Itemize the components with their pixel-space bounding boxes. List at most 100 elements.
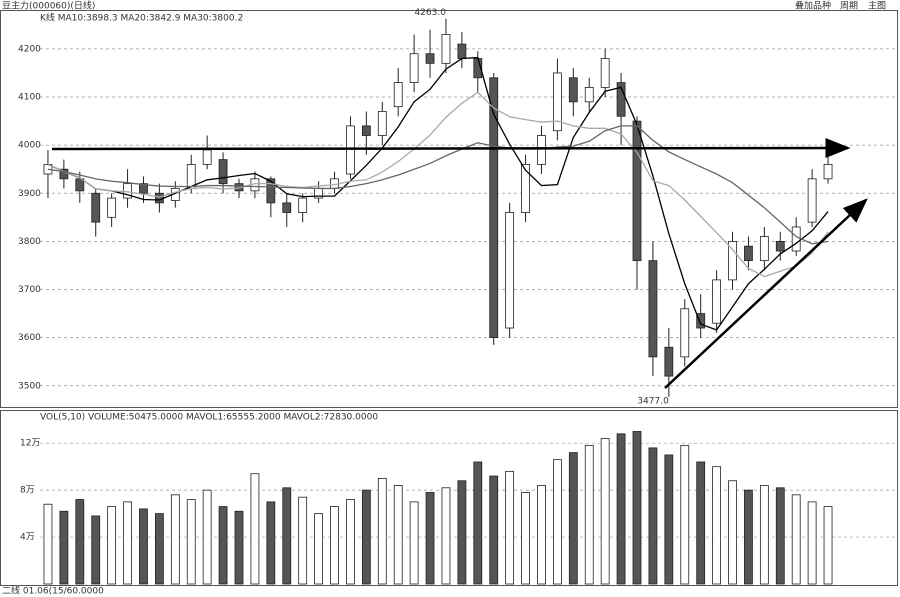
candle-body: [425, 53, 435, 64]
candle-body: [712, 279, 721, 324]
volume-bar: [791, 494, 801, 585]
candle-body: [75, 178, 85, 192]
volume-bar: [775, 487, 785, 585]
candle-body: [123, 183, 132, 199]
candle-body: [409, 53, 419, 83]
volume-bar: [568, 452, 578, 585]
volume-bar: [43, 503, 53, 585]
candle-body: [728, 240, 737, 281]
candle-body: [457, 43, 467, 59]
volume-bar: [616, 433, 626, 585]
volume-bar: [154, 513, 164, 585]
candle-body: [282, 202, 292, 213]
y-tick-label: 3600: [18, 333, 41, 343]
annotation: 3477.0: [637, 396, 669, 406]
candle-body: [441, 34, 451, 64]
volume-bar: [59, 510, 69, 585]
candle-body: [648, 260, 658, 358]
volume-bar: [250, 473, 260, 585]
candle-body: [346, 125, 355, 175]
volume-bar: [712, 466, 721, 585]
volume-bar: [75, 499, 85, 585]
button[interactable]: 主图: [868, 0, 886, 12]
y-tick-label: 4200: [18, 44, 41, 54]
volume-bar: [298, 496, 308, 585]
candle-body: [218, 159, 228, 185]
candle-body: [377, 111, 387, 136]
volume-bar: [553, 459, 562, 585]
candle-body: [759, 236, 769, 262]
legend: VOL(5,10) VOLUME:50475.0000 MAVOL1:65555…: [40, 413, 378, 423]
volume-bar: [744, 489, 753, 585]
volume-bar: [425, 492, 435, 585]
volume-bar: [314, 513, 324, 585]
volume-bar: [218, 506, 228, 585]
volume-bar: [600, 438, 610, 585]
volume-bar: [664, 454, 674, 585]
candle-body: [744, 245, 753, 262]
y-tick-label: 8万: [20, 486, 35, 496]
candle-body: [600, 58, 610, 88]
volume-bar: [377, 477, 387, 585]
candle-body: [823, 163, 833, 180]
volume-bar: [139, 508, 148, 585]
y-tick-label: 4万: [20, 533, 35, 543]
candle-body: [664, 346, 674, 377]
volume-bar: [473, 461, 483, 585]
volume-bar: [202, 489, 212, 585]
candle-body: [489, 77, 499, 339]
legend: K线 MA10:3898.3 MA20:3842.9 MA30:3800.2: [40, 12, 243, 24]
title: 豆主力(000060)(日线): [2, 0, 95, 12]
candle-body: [91, 192, 101, 223]
candle-body: [361, 125, 371, 136]
plot: 3500 3600 3700 3800 3900 4000 4100 4200 4263.0 34…: [18, 8, 897, 585]
candle-body: [807, 178, 817, 223]
volume-bar: [807, 501, 817, 585]
y-tick-label: 4100: [18, 93, 41, 103]
volume-bar: [632, 431, 642, 585]
volume-bar: [282, 487, 292, 585]
volume-bar: [266, 501, 276, 585]
candle-body: [505, 212, 515, 329]
y-tick-label: 12万: [20, 439, 40, 449]
price-frame: [0, 10, 898, 408]
volume-bar: [505, 470, 515, 585]
ma-line: [47, 125, 829, 245]
candle-body: [107, 197, 117, 218]
candle-body: [154, 192, 164, 204]
volume-bar: [537, 485, 546, 585]
volume-frame: [0, 410, 898, 586]
y-tick-label: 4000: [18, 141, 41, 151]
volume-bar: [234, 510, 244, 585]
y-tick-label: 3800: [18, 237, 41, 247]
volume-bar: [584, 445, 594, 585]
candle-body: [632, 120, 642, 262]
candle-body: [568, 77, 578, 103]
candle-body: [59, 168, 69, 180]
volume-bar: [457, 480, 467, 585]
candle-body: [696, 313, 706, 329]
volume-bar: [680, 445, 690, 585]
volume-bar: [409, 501, 419, 585]
volume-bar: [107, 506, 117, 585]
candle-body: [266, 178, 276, 204]
volume-bar: [489, 475, 499, 585]
button[interactable]: 周期: [840, 1, 858, 12]
arrow: [51, 138, 851, 159]
volume-bar: [91, 515, 101, 585]
candle-body: [680, 308, 690, 358]
candle-body: [616, 82, 626, 117]
button[interactable]: 叠加品种: [795, 0, 831, 12]
candle-body: [553, 72, 562, 132]
volume-bar: [330, 506, 339, 585]
candle-body: [298, 197, 308, 213]
candle-body: [791, 226, 801, 252]
volume-bar: [728, 480, 737, 585]
volume-bar: [361, 489, 371, 585]
volume-bar: [186, 499, 196, 585]
candle-body: [537, 135, 546, 165]
volume-bar: [346, 499, 355, 585]
candle-body: [139, 183, 148, 194]
volume-bar: [393, 485, 403, 585]
